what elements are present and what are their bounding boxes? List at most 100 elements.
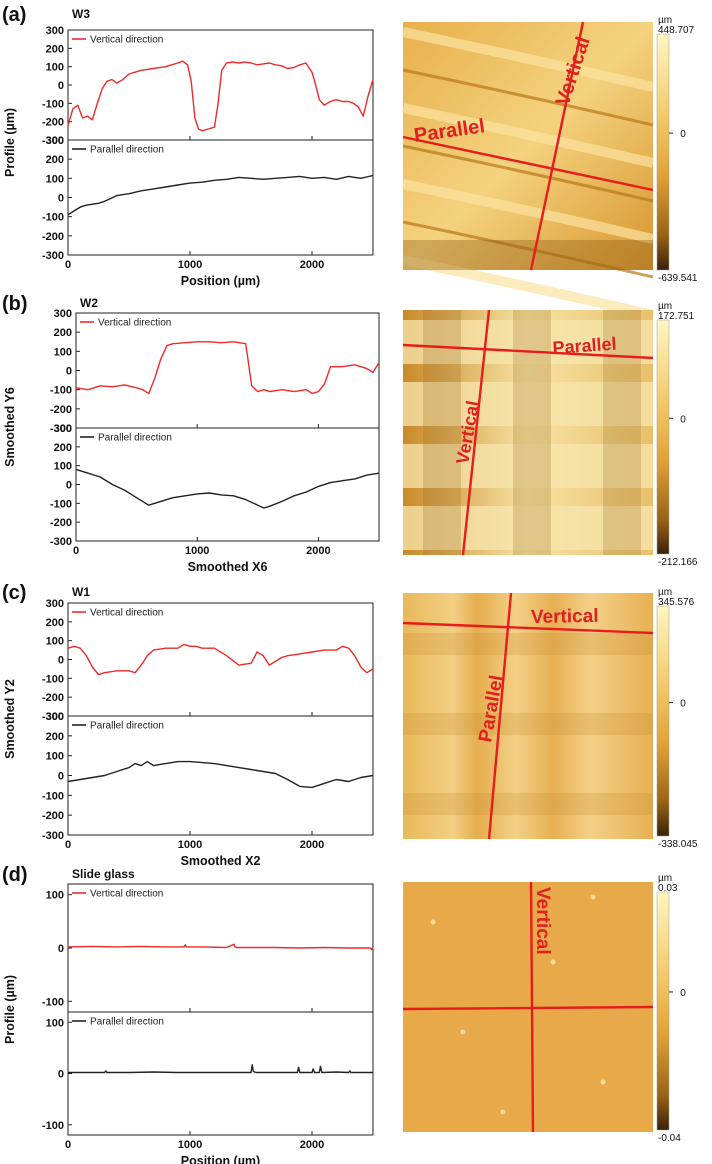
y-tick-label: -200 — [42, 692, 64, 704]
sample-label: W2 — [80, 296, 98, 310]
y-tick-label: -200 — [42, 231, 64, 243]
series-line-vertical — [67, 943, 374, 951]
lower-subplot: -300 -200 -100 0 100 200 300 Parallel direction — [42, 135, 374, 262]
colorbar-min: -338.045 — [658, 839, 698, 850]
legend-label: Vertical direction — [98, 318, 171, 329]
y-tick-label: 0 — [58, 655, 64, 667]
y-tick-label: 100 — [46, 636, 64, 648]
fibre-band — [402, 144, 654, 203]
y-tick-label: 0 — [58, 193, 64, 205]
y-tick-label: -100 — [42, 673, 64, 685]
y-tick-label: 100 — [46, 62, 64, 74]
weave-shadow — [403, 793, 653, 815]
upper-subplot: -300 -200 -100 0 100 200 300 Vertical direction — [42, 598, 374, 723]
panel-a: (a) W3 -300 -200 -100 0 100 200 300 Vertical dire… — [2, 4, 698, 320]
y-tick-label: 300 — [54, 423, 72, 435]
scan-line — [402, 343, 654, 360]
y-tick-label: -300 — [42, 711, 64, 723]
panel-b: (b) W2 -300 -200 -100 0 100 200 300 Vertical dire… — [2, 293, 698, 574]
scan-line — [529, 881, 535, 1133]
x-tick-label: 2000 — [300, 839, 324, 851]
panel-d: (d) Slide glass -100 0 100 Vertical direction… — [2, 864, 686, 1164]
legend-label: Vertical direction — [90, 889, 163, 900]
x-tick-label: 1000 — [178, 259, 202, 271]
weave-band — [403, 382, 653, 426]
y-tick-label: -300 — [42, 135, 64, 147]
y-tick-label: 0 — [58, 943, 64, 955]
surface-particle — [430, 919, 436, 925]
sample-label: Slide glass — [72, 867, 135, 881]
y-tick-label: 0 — [58, 771, 64, 783]
scan-line — [487, 592, 513, 840]
colorbar-unit: µm — [658, 301, 672, 312]
weave-band — [403, 506, 653, 550]
y-tick-label: 100 — [46, 1017, 64, 1029]
x-axis-label: Smoothed X6 — [188, 560, 268, 574]
colorbar-max: 448.707 — [658, 25, 695, 36]
weave-gap — [513, 310, 551, 555]
scan-line — [402, 1005, 654, 1011]
weave-gap — [423, 310, 461, 555]
y-tick-label: 0 — [58, 80, 64, 92]
y-tick-label: 200 — [46, 154, 64, 166]
legend-label: Parallel direction — [90, 1017, 164, 1028]
colorbar-zero: 0 — [680, 699, 686, 710]
x-tick-label: 1000 — [185, 545, 209, 557]
y-tick-label: -100 — [42, 996, 64, 1008]
colorbar-min: -0.04 — [658, 1133, 681, 1144]
plot-frame — [67, 715, 374, 836]
x-tick-label: 0 — [65, 839, 71, 851]
scan-line — [461, 309, 491, 556]
series-line-vertical — [67, 60, 374, 132]
colorbar-min: -639.541 — [658, 273, 698, 284]
y-tick-label: 200 — [46, 731, 64, 743]
surface-particle — [460, 1029, 466, 1035]
x-tick-label: 2000 — [300, 1139, 324, 1151]
colorbar-max: 345.576 — [658, 597, 695, 608]
series-line-parallel — [68, 1064, 373, 1074]
fibre-band — [401, 27, 655, 92]
y-tick-label: 200 — [46, 43, 64, 55]
y-axis-label: Profile (µm) — [3, 975, 17, 1044]
y-tick-label: 100 — [54, 346, 72, 358]
weave-shadow — [403, 633, 653, 655]
colorbar-unit: µm — [658, 15, 672, 26]
y-tick-label: -100 — [42, 1120, 64, 1132]
fibre-band — [401, 179, 655, 244]
series-line-parallel — [67, 174, 374, 216]
series-line-vertical — [67, 643, 374, 676]
surface-particle — [600, 1079, 606, 1085]
colorbar-gradient — [656, 891, 670, 1131]
y-tick-label: 0 — [58, 1069, 64, 1081]
scan-line-label: Parallel — [552, 334, 617, 358]
colorbar-gradient — [656, 605, 670, 837]
x-tick-label: 1000 — [178, 1139, 202, 1151]
y-tick-label: 100 — [46, 890, 64, 902]
colorbar: µm0.03 0 -0.04 — [656, 873, 686, 1144]
colorbar-max: 172.751 — [658, 311, 695, 322]
y-tick-label: 200 — [46, 617, 64, 629]
plot-frame — [75, 427, 380, 542]
fibre-band — [402, 68, 654, 127]
x-axis-label: Position (µm) — [181, 274, 260, 288]
x-tick-label: 2000 — [300, 259, 324, 271]
y-tick-label: 300 — [54, 308, 72, 320]
upper-subplot: -100 0 100 Vertical direction — [42, 883, 374, 1013]
lower-subplot: -300 -200 -100 0 100 200 300 Parallel direction — [50, 423, 380, 548]
x-tick-label: 1000 — [178, 839, 202, 851]
sample-label: W1 — [72, 585, 90, 599]
scan-line-label: Vertical — [532, 887, 553, 955]
panel-label: (d) — [2, 864, 28, 886]
afm-map: Vertical — [402, 881, 654, 1133]
y-tick-label: 300 — [46, 25, 64, 37]
surface-particle — [590, 894, 596, 900]
y-tick-label: -100 — [42, 790, 64, 802]
y-axis-label: Profile (µm) — [3, 108, 17, 177]
y-tick-label: 0 — [66, 366, 72, 378]
sample-label: W3 — [72, 7, 90, 21]
series-line-vertical — [75, 341, 380, 395]
colorbar-gradient — [656, 33, 670, 271]
